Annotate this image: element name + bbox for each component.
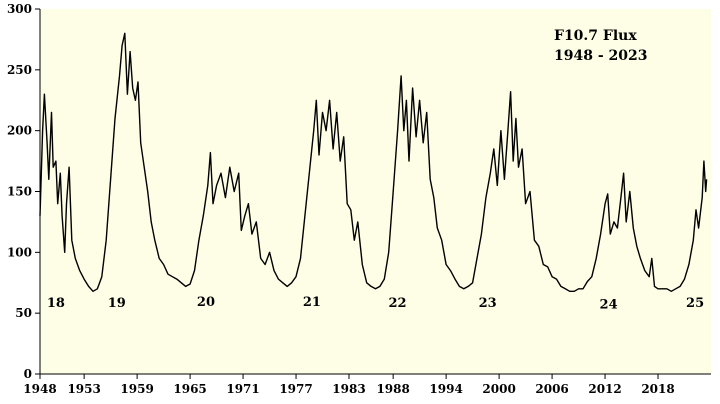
plot-area (40, 9, 711, 374)
x-tick-label: 1983 (332, 382, 365, 396)
x-tick-label: 1953 (67, 382, 100, 396)
y-tick-label: 100 (7, 245, 32, 259)
y-tick-label: 200 (7, 124, 32, 138)
series-line-f107 (39, 32, 708, 292)
x-tick-label: 2018 (641, 382, 674, 396)
chart-title: F10.7 Flux (554, 28, 637, 44)
y-tick-label: 0 (24, 367, 32, 381)
y-tick-label: 250 (7, 63, 32, 77)
cycle-label: 20 (197, 295, 215, 310)
cycle-label: 21 (303, 295, 321, 310)
x-tick-label: 2012 (588, 382, 621, 396)
cycle-label: 19 (108, 296, 126, 311)
cycle-label: 24 (600, 297, 618, 312)
cycle-label: 25 (686, 296, 704, 311)
cycle-label: 18 (47, 296, 65, 311)
x-tick-label: 1988 (376, 382, 409, 396)
y-tick-label: 50 (15, 306, 32, 320)
x-ticks: 1948 1953 1959 1965 1971 1977 1983 1988 1994 2000… (23, 374, 675, 396)
x-tick-label: 1977 (279, 382, 312, 396)
cycle-label: 22 (389, 296, 407, 311)
cycle-labels: 18 19 20 21 22 23 24 25 (47, 295, 704, 312)
x-tick-label: 1959 (120, 382, 153, 396)
y-tick-label: 300 (7, 2, 32, 16)
cycle-label: 23 (479, 296, 497, 311)
x-tick-label: 1971 (226, 382, 259, 396)
y-tick-label: 150 (7, 185, 32, 199)
y-ticks: 0 50 100 150 200 250 300 (7, 2, 40, 381)
chart-subtitle: 1948 - 2023 (554, 48, 648, 64)
x-tick-label: 2006 (535, 382, 568, 396)
x-tick-label: 1994 (429, 382, 462, 396)
x-tick-label: 1965 (173, 382, 206, 396)
x-tick-label: 2000 (482, 382, 515, 396)
x-tick-label: 1948 (23, 382, 56, 396)
